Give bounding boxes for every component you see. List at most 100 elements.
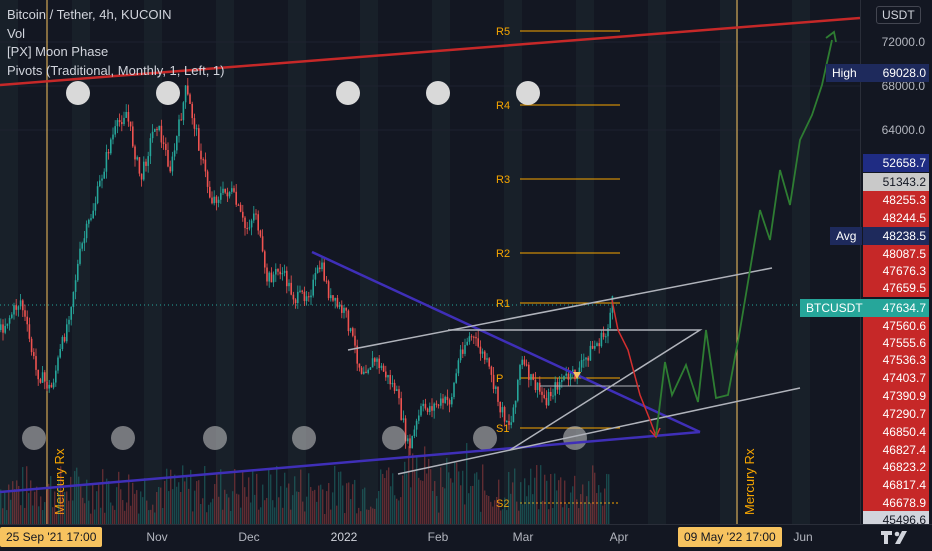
volume-bar — [542, 500, 544, 524]
candle-body — [171, 156, 174, 172]
background-band — [288, 0, 306, 524]
candle-body — [286, 270, 288, 287]
volume-bar — [528, 485, 530, 524]
candle-body — [162, 142, 165, 144]
volume-bar — [598, 485, 600, 524]
chart-canvas[interactable]: R5 R4 R3 R2 R1 P S1 S2 Mercury Rx Mercury Rx — [0, 0, 860, 524]
volume-bar — [110, 502, 112, 524]
candle-body — [325, 280, 328, 282]
candle-body — [28, 324, 31, 339]
candle-body — [400, 398, 402, 420]
candle-body — [437, 404, 440, 406]
candle-body — [310, 295, 312, 298]
candle-body — [393, 382, 396, 391]
volume-bar — [404, 461, 406, 524]
candle-body — [468, 336, 471, 342]
candle-body — [213, 196, 215, 204]
volume-bar — [526, 496, 528, 524]
candle-body — [22, 300, 24, 311]
volume-bar — [450, 478, 452, 524]
candle-body — [138, 157, 141, 174]
volume-bar — [268, 467, 270, 524]
volume-bar — [190, 469, 192, 524]
volume-bar — [380, 469, 382, 524]
volume-bar — [422, 480, 424, 524]
volume-bar — [248, 477, 250, 524]
candle-body — [99, 180, 101, 187]
price-label: 48244.5 — [863, 209, 929, 227]
candle-body — [228, 191, 231, 197]
volume-bar — [108, 480, 110, 524]
candle-body — [132, 126, 134, 147]
volume-bar — [606, 473, 608, 524]
volume-bar — [254, 494, 256, 524]
volume-bar — [28, 493, 30, 524]
legend-volume[interactable]: Vol — [7, 25, 26, 41]
volume-bar — [304, 511, 306, 524]
candle-body — [303, 291, 306, 302]
volume-bar — [420, 480, 422, 524]
background-band — [576, 0, 594, 524]
candle-body — [46, 381, 48, 389]
channel-upper — [347, 267, 773, 351]
price-axis[interactable]: 72000.0 68000.0 64000.0 69028.0 52658.7 51… — [860, 0, 932, 529]
candle-body — [349, 328, 352, 332]
currency-button[interactable]: USDT — [876, 6, 921, 24]
volume-bar — [232, 491, 234, 524]
candle-body — [184, 85, 187, 103]
candle-body — [594, 345, 596, 349]
candle-body — [202, 159, 204, 161]
candle-body — [173, 150, 176, 157]
candle-body — [602, 332, 605, 337]
candle-body — [292, 294, 295, 300]
volume-bar — [24, 507, 26, 524]
candle-body — [26, 316, 28, 325]
candle-body — [338, 305, 341, 307]
volume-bar — [410, 487, 412, 524]
legend-symbol[interactable]: Bitcoin / Tether, 4h, KUCOIN — [7, 7, 172, 22]
volume-bar — [590, 503, 592, 524]
volume-bar — [504, 497, 506, 524]
legend-pivots[interactable]: Pivots (Traditional, Monthly, 1, Left, 1… — [7, 62, 225, 78]
volume-bar — [4, 491, 6, 524]
volume-bar — [116, 487, 118, 524]
volume-bar — [178, 482, 180, 524]
candle-body — [127, 111, 130, 122]
tradingview-logo-icon[interactable] — [880, 527, 926, 547]
green-forecast-arrow-icon — [825, 30, 837, 43]
candle-body — [220, 193, 222, 200]
candle-body — [422, 403, 424, 407]
candle-body — [607, 328, 609, 337]
candle-body — [563, 375, 565, 381]
volume-bar — [408, 446, 410, 524]
volume-bar — [46, 490, 48, 524]
volume-bar — [98, 484, 100, 524]
candle-body — [198, 128, 200, 151]
red-projection-arrow-icon — [649, 427, 661, 439]
volume-bar — [280, 486, 282, 524]
volume-bar — [50, 476, 52, 524]
price-label: 52658.7 — [863, 154, 929, 172]
volume-bar — [94, 509, 96, 524]
volume-bar — [134, 493, 136, 524]
volume-bar — [16, 480, 18, 524]
time-label-apr: Apr — [609, 530, 629, 544]
candle-body — [160, 125, 163, 143]
volume-bar — [316, 501, 318, 524]
candle-body — [94, 203, 97, 211]
volume-bar — [424, 446, 426, 524]
volume-bar — [266, 497, 268, 524]
volume-bar — [210, 502, 212, 524]
candle-body — [103, 171, 105, 179]
candle-body — [391, 382, 394, 385]
legend-moon-phase[interactable]: [PX] Moon Phase — [7, 44, 109, 59]
time-axis[interactable]: 25 Sep '21 17:00 Nov Dec 2022 Feb Mar Ap… — [0, 524, 932, 551]
candle-body — [44, 372, 46, 382]
candle-body — [330, 295, 332, 299]
candle-body — [358, 363, 361, 368]
candle-body — [316, 267, 319, 274]
volume-bar — [204, 466, 206, 524]
candle-body — [66, 324, 68, 342]
volume-bar — [308, 473, 310, 524]
pivot-label: R5 — [496, 26, 510, 38]
